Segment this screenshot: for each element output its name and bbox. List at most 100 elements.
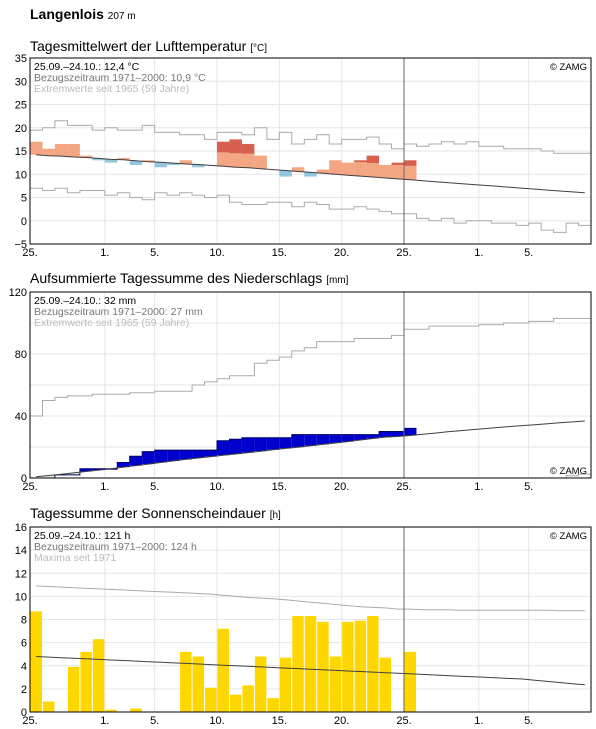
sunshine-bar <box>267 698 279 712</box>
temp-normal-line <box>36 154 585 194</box>
temp-info-line: 25.09.–24.10.: 12,4 °C <box>34 61 140 73</box>
temp-anomaly-warm-bar <box>117 157 130 160</box>
prec-x-tick-label: 20. <box>334 481 349 493</box>
sunshine-bar <box>180 651 192 712</box>
sun-y-tick-label: 4 <box>21 661 27 673</box>
temp-anomaly-warm-bar <box>366 163 380 178</box>
precip-surplus-bar <box>204 450 217 457</box>
temp-anomaly-warm-bar <box>379 164 392 178</box>
station-altitude: 207 m <box>107 11 136 22</box>
temp-y-tick-label: 10 <box>15 169 27 181</box>
precipitation-unit: [mm] <box>326 275 349 286</box>
prec-x-tick-label: 25. <box>396 481 411 493</box>
temp-credit: © ZAMG <box>550 62 587 73</box>
sunshine-bar <box>254 656 267 712</box>
temp-anomaly-warm-bar <box>354 162 367 177</box>
temp-y-tick-label: 15 <box>15 146 27 158</box>
temp-info-line: Extremwerte seit 1965 (59 Jahre) <box>34 83 189 95</box>
precip-surplus-bar <box>92 468 105 471</box>
temp-anomaly-hot-bar <box>241 144 255 154</box>
sun-info-line: 25.09.–24.10.: 121 h <box>34 530 130 542</box>
temp-anomaly-hot-bar <box>354 160 367 163</box>
prec-info-line: Extremwerte seit 1965 (59 Jahre) <box>34 317 189 329</box>
precip-surplus-bar <box>117 462 130 468</box>
sunshine-bar <box>92 639 105 712</box>
temp-anomaly-warm-bar <box>241 153 255 168</box>
temperature-chart-title: Tagesmittelwert der Lufttemperatur [°C] <box>30 38 267 54</box>
precip-surplus-bar <box>154 450 168 463</box>
precip-surplus-bar <box>354 434 367 441</box>
precip-surplus-bar <box>341 434 355 442</box>
temp-x-tick-label: 10. <box>209 247 224 259</box>
temp-anomaly-cold-bar <box>192 164 205 168</box>
temp-x-tick-label: 1. <box>100 247 109 259</box>
temp-anomaly-warm-bar <box>30 141 43 155</box>
prec-info-line: 25.09.–24.10.: 32 mm <box>34 295 136 307</box>
precip-surplus-bar <box>404 428 417 436</box>
sun-y-tick-label: 2 <box>21 684 27 696</box>
prec-credit: © ZAMG <box>550 466 587 477</box>
temp-x-tick-label: 20. <box>334 247 349 259</box>
temp-y-tick-label: 20 <box>15 123 27 135</box>
prec-y-tick-label: 0 <box>21 473 27 485</box>
temp-anomaly-cold-bar <box>304 172 317 177</box>
temperature-unit: [°C] <box>250 43 267 54</box>
prec-y-tick-label: 120 <box>9 287 27 299</box>
precip-surplus-bar <box>366 434 380 439</box>
sunshine-bar <box>329 656 342 712</box>
sunshine-bar <box>80 651 92 712</box>
prec-x-tick-label: 5. <box>150 481 159 493</box>
temperature-title-text: Tagesmittelwert der Lufttemperatur <box>30 38 247 54</box>
sun-y-tick-label: 10 <box>15 591 27 603</box>
sunshine-bar <box>217 628 229 712</box>
sun-x-tick-label: 20. <box>334 715 349 727</box>
sunshine-bar <box>367 616 379 712</box>
temp-anomaly-cold-bar <box>167 163 180 165</box>
sun-frame <box>29 526 592 713</box>
precip-surplus-bar <box>291 434 305 448</box>
precip-surplus-bar <box>79 468 93 472</box>
sun-info-line: Maxima seit 1971 <box>34 552 116 564</box>
sun-y-tick-label: 16 <box>15 522 27 534</box>
temp-anomaly-warm-bar <box>229 153 242 168</box>
sun-info-line: Bezugszeitraum 1971–2000: 124 h <box>34 541 197 553</box>
sunshine-bar <box>229 694 242 712</box>
temp-x-tick-label: 5. <box>524 247 533 259</box>
sunshine-chart-title: Tagessumme der Sonnenscheindauer [h] <box>30 505 281 521</box>
temp-anomaly-warm-bar <box>54 144 68 157</box>
temp-anomaly-warm-bar <box>341 162 355 176</box>
precip-deficit-bar <box>42 475 55 478</box>
precip-surplus-bar <box>229 439 242 454</box>
temp-anomaly-warm-bar <box>142 160 155 162</box>
prec-frame <box>29 291 592 479</box>
sun-credit: © ZAMG <box>550 531 587 542</box>
temp-anomaly-warm-bar <box>391 164 404 179</box>
sunshine-bar <box>354 620 367 712</box>
temp-anomaly-cold-bar <box>104 159 118 163</box>
sunshine-bar <box>192 656 205 712</box>
sunshine-bar <box>404 651 416 712</box>
temp-anomaly-warm-bar <box>329 160 342 175</box>
sun-x-tick-label: 5. <box>150 715 159 727</box>
sun-x-tick-label: 10. <box>209 715 224 727</box>
precip-surplus-bar <box>279 437 292 449</box>
precip-surplus-bar <box>241 437 255 453</box>
temp-y-tick-label: −5 <box>14 239 27 251</box>
temp-anomaly-warm-bar <box>316 169 330 174</box>
sun-x-tick-label: 1. <box>100 715 109 727</box>
temp-anomaly-warm-bar <box>179 160 193 165</box>
sunshine-normal-line <box>36 656 585 686</box>
temp-frame <box>29 57 592 245</box>
station-name: Langenlois <box>30 6 104 22</box>
temp-x-tick-label: 5. <box>150 247 159 259</box>
temp-anomaly-hot-bar <box>391 162 404 165</box>
sunshine-bar <box>30 611 42 712</box>
temp-anomaly-hot-bar <box>366 155 380 164</box>
temp-y-tick-label: 25 <box>15 100 27 112</box>
temp-anomaly-warm-bar <box>42 148 55 156</box>
sunshine-bar <box>279 657 292 712</box>
